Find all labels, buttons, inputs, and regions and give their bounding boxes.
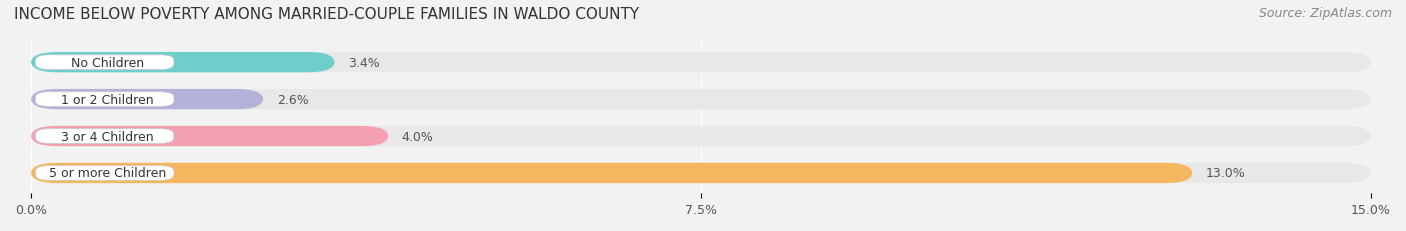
FancyBboxPatch shape bbox=[31, 163, 1192, 183]
FancyBboxPatch shape bbox=[35, 56, 174, 70]
FancyBboxPatch shape bbox=[31, 90, 1371, 110]
FancyBboxPatch shape bbox=[31, 53, 1371, 73]
Text: 3 or 4 Children: 3 or 4 Children bbox=[60, 130, 153, 143]
FancyBboxPatch shape bbox=[31, 163, 1371, 183]
FancyBboxPatch shape bbox=[35, 129, 174, 144]
FancyBboxPatch shape bbox=[31, 53, 335, 73]
Text: INCOME BELOW POVERTY AMONG MARRIED-COUPLE FAMILIES IN WALDO COUNTY: INCOME BELOW POVERTY AMONG MARRIED-COUPL… bbox=[14, 7, 640, 22]
FancyBboxPatch shape bbox=[35, 166, 174, 180]
Text: 1 or 2 Children: 1 or 2 Children bbox=[60, 93, 153, 106]
Text: No Children: No Children bbox=[70, 56, 143, 69]
Text: 2.6%: 2.6% bbox=[277, 93, 308, 106]
FancyBboxPatch shape bbox=[31, 126, 1371, 146]
FancyBboxPatch shape bbox=[31, 126, 388, 146]
Text: Source: ZipAtlas.com: Source: ZipAtlas.com bbox=[1258, 7, 1392, 20]
Text: 3.4%: 3.4% bbox=[349, 56, 380, 69]
FancyBboxPatch shape bbox=[31, 90, 263, 110]
Text: 5 or more Children: 5 or more Children bbox=[49, 167, 166, 180]
FancyBboxPatch shape bbox=[35, 92, 174, 107]
Text: 4.0%: 4.0% bbox=[402, 130, 433, 143]
Text: 13.0%: 13.0% bbox=[1206, 167, 1246, 180]
